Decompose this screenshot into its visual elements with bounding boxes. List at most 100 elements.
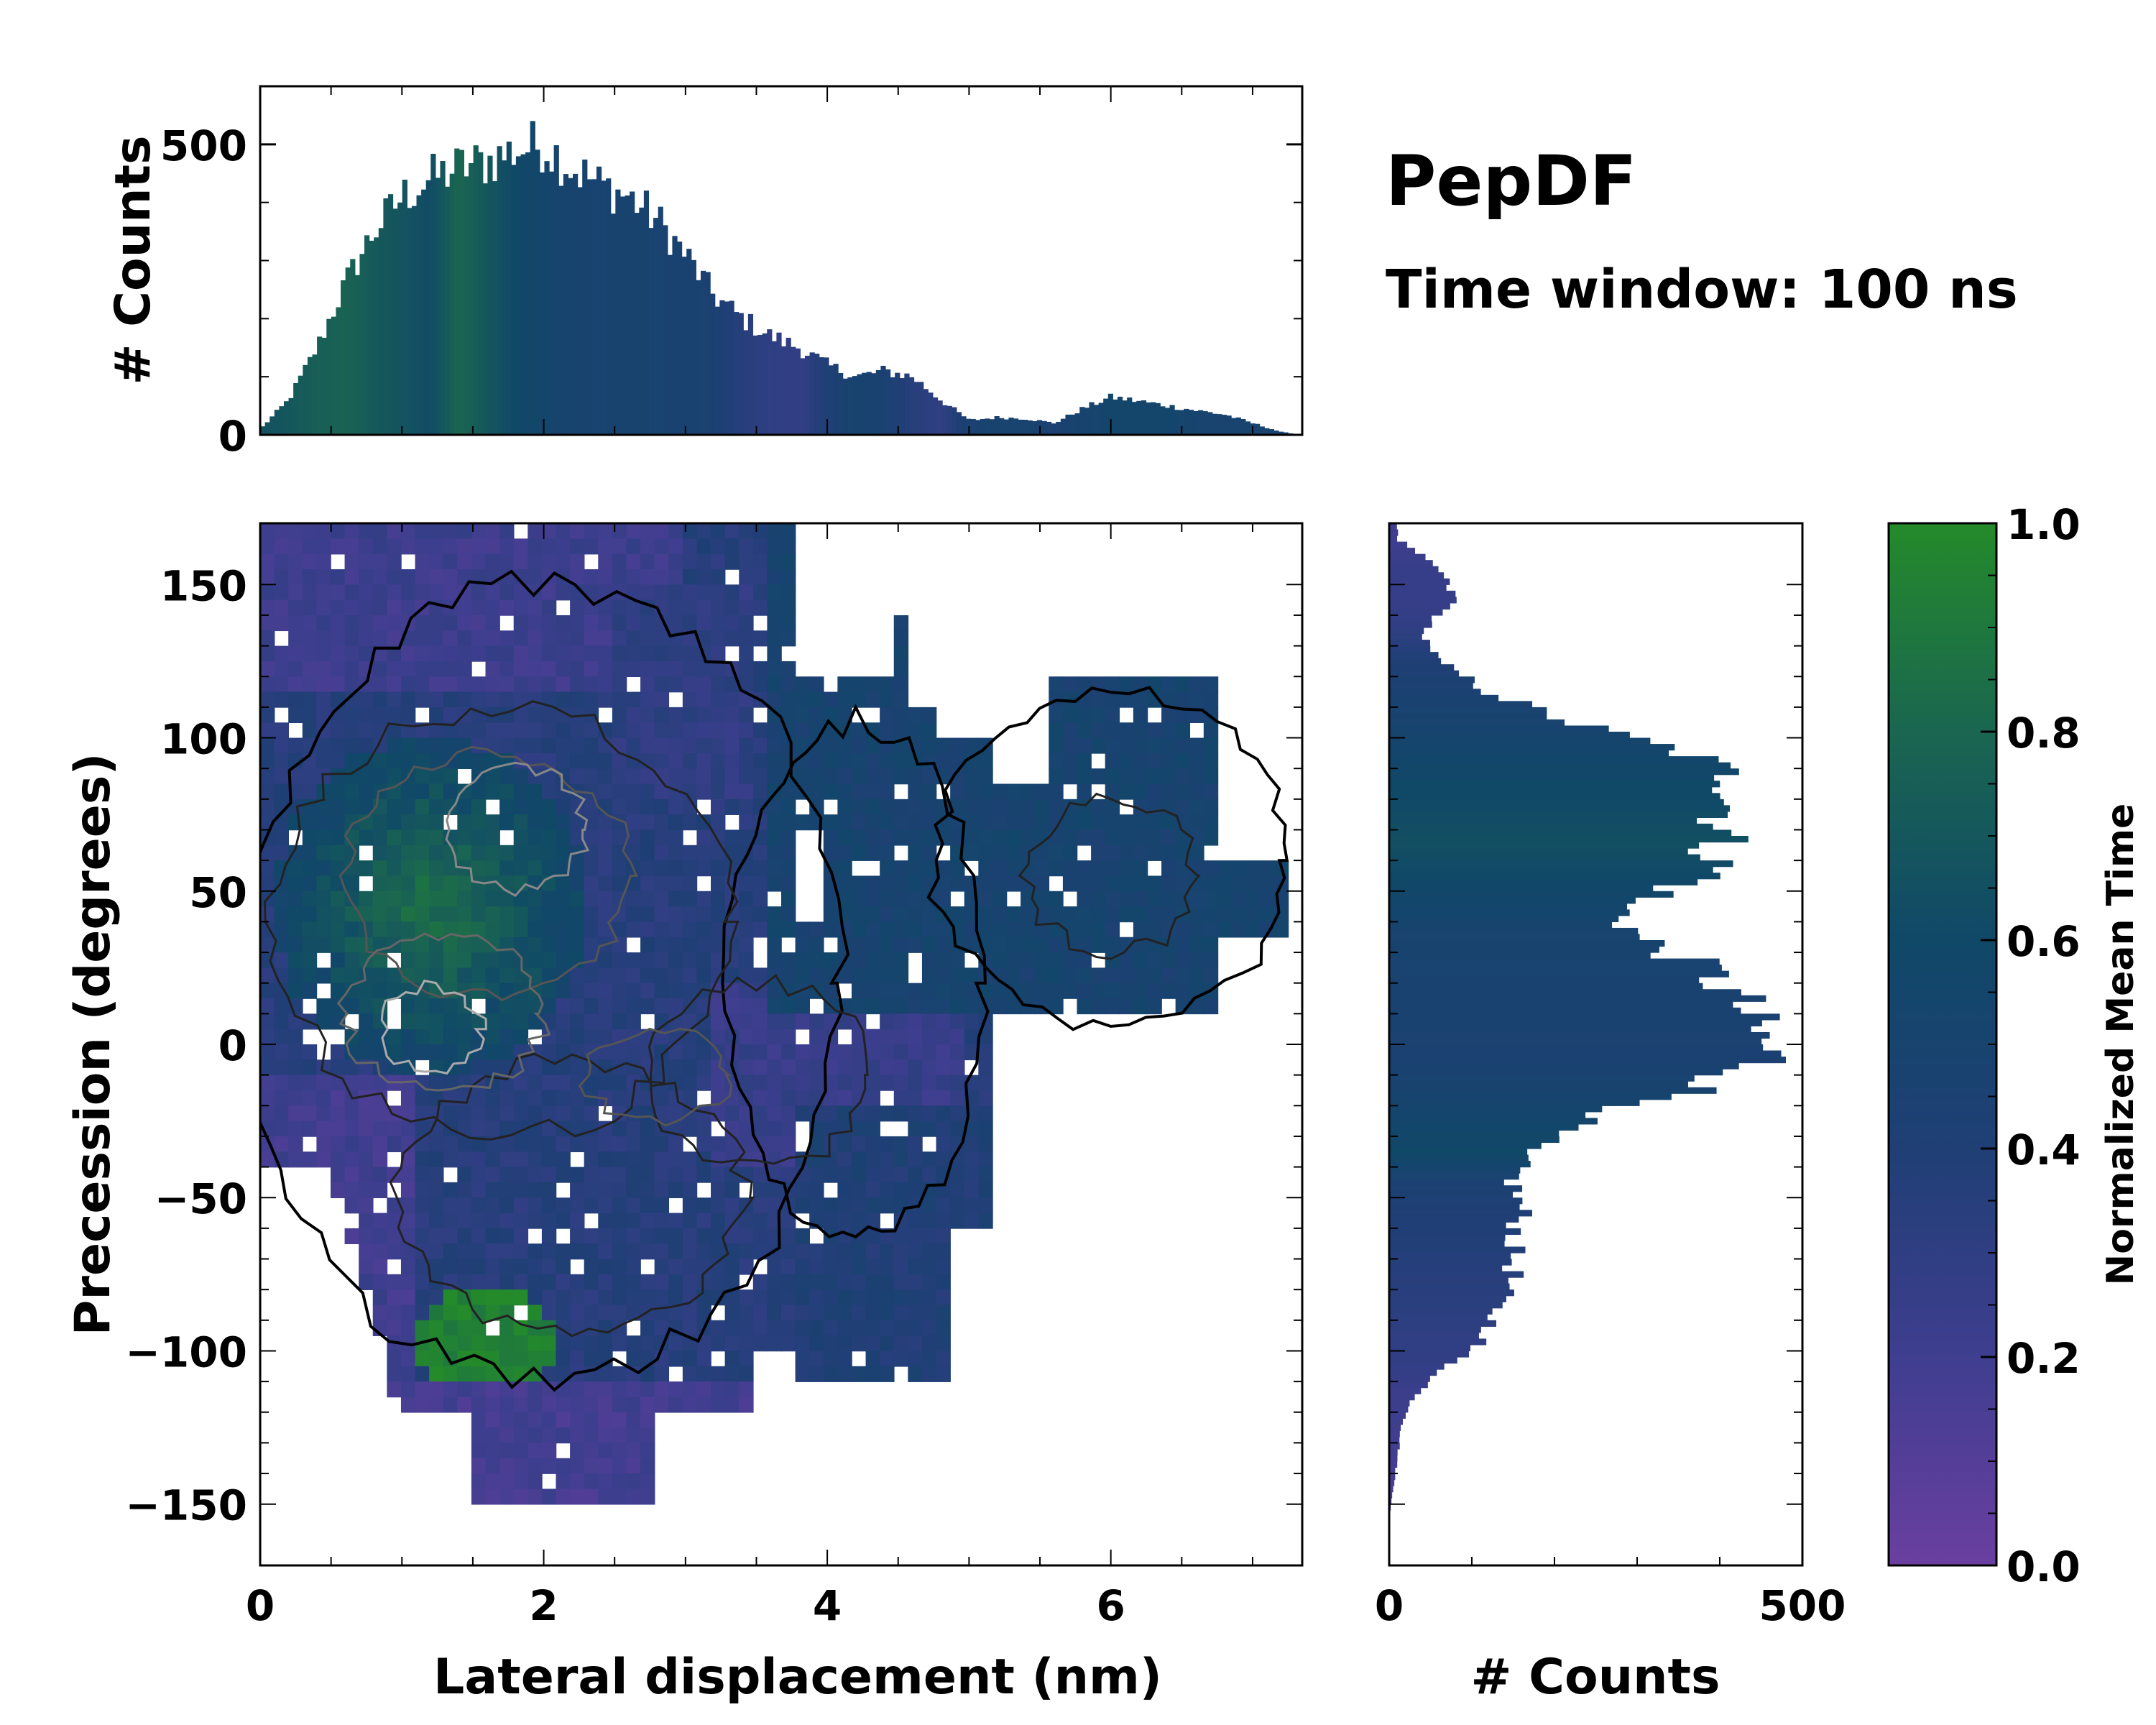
- heatmap-cell: [429, 1136, 444, 1153]
- heatmap-cell: [302, 676, 318, 693]
- heatmap-cell: [893, 1090, 909, 1107]
- heatmap-cell: [823, 1090, 839, 1107]
- heatmap-cell: [415, 1090, 430, 1107]
- heatmap-cell: [880, 906, 895, 923]
- heatmap-cell: [711, 737, 726, 754]
- heatmap-cell: [541, 1259, 557, 1275]
- heatmap-cell: [1077, 737, 1092, 754]
- heatmap-cell: [513, 1381, 529, 1398]
- heatmap-cell: [936, 814, 951, 831]
- heatmap-cell: [654, 1320, 670, 1336]
- heatmap-cell: [359, 860, 374, 877]
- heatmap-cell: [274, 584, 289, 601]
- heatmap-cell: [1091, 829, 1106, 846]
- heatmap-cell: [570, 891, 585, 907]
- top-hist-bar: [994, 415, 1000, 435]
- heatmap-cell: [415, 1397, 430, 1413]
- heatmap-cell: [837, 676, 852, 693]
- heatmap-cell: [541, 983, 557, 999]
- heatmap-cell: [485, 691, 500, 708]
- top-hist-bar: [1169, 405, 1175, 435]
- heatmap-cell: [359, 799, 374, 815]
- heatmap-cell: [781, 1289, 796, 1306]
- heatmap-cell: [528, 1412, 543, 1428]
- heatmap-cell: [513, 676, 529, 693]
- heatmap-cell: [781, 569, 796, 586]
- heatmap-cell: [556, 584, 571, 601]
- heatmap-cell: [1049, 860, 1064, 877]
- heatmap-cell: [485, 906, 500, 923]
- right-hist-bar: [1389, 584, 1447, 592]
- heatmap-cell: [513, 768, 529, 785]
- heatmap-cell: [654, 1213, 670, 1229]
- heatmap-cell: [1119, 814, 1134, 831]
- heatmap-cell: [359, 1029, 374, 1045]
- heatmap-cell: [1062, 952, 1078, 969]
- heatmap-cell: [513, 1182, 529, 1199]
- heatmap-cell: [752, 722, 768, 739]
- heatmap-cell: [640, 998, 655, 1015]
- heatmap-cell: [711, 906, 726, 923]
- heatmap-cell: [415, 952, 430, 969]
- heatmap-cell: [359, 691, 374, 708]
- heatmap-cell: [668, 661, 683, 678]
- top-hist-bar: [752, 335, 758, 435]
- heatmap-cell: [1021, 906, 1036, 923]
- heatmap-cell: [893, 875, 909, 892]
- heatmap-cell: [865, 1274, 880, 1290]
- contour-line: [926, 686, 1289, 1031]
- heatmap-cell: [457, 523, 472, 540]
- heatmap-cell: [598, 1289, 613, 1306]
- heatmap-cell: [471, 1443, 487, 1459]
- heatmap-cell: [598, 1013, 613, 1030]
- heatmap-cell: [992, 799, 1008, 815]
- heatmap-cell: [400, 983, 416, 999]
- heatmap-cell: [893, 1013, 909, 1030]
- heatmap-cell: [443, 1320, 459, 1336]
- heatmap-cell: [429, 1075, 444, 1091]
- top-hist-bar: [1079, 407, 1085, 435]
- heatmap-cell: [387, 1243, 402, 1260]
- colorbar-tick-label: 0.8: [2007, 709, 2081, 758]
- heatmap-cell: [696, 952, 711, 969]
- heatmap-cell: [598, 676, 613, 693]
- heatmap-cell: [626, 1243, 641, 1260]
- heatmap-cell: [682, 1013, 698, 1030]
- heatmap-cell: [809, 1029, 824, 1045]
- heatmap-cell: [696, 829, 711, 846]
- top-hist-bar: [1188, 410, 1194, 435]
- heatmap-cell: [598, 1044, 613, 1061]
- heatmap-cell: [415, 553, 430, 570]
- heatmap-cell: [415, 753, 430, 769]
- top-hist-bar: [1136, 400, 1142, 435]
- heatmap-cell: [837, 737, 852, 754]
- heatmap-cell: [865, 829, 880, 846]
- heatmap-cell: [950, 768, 965, 785]
- heatmap-cell: [781, 783, 796, 800]
- heatmap-cell: [1049, 737, 1064, 754]
- heatmap-cell: [485, 1259, 500, 1275]
- heatmap-cell: [1021, 952, 1036, 969]
- heatmap-cell: [344, 722, 359, 739]
- heatmap-cell: [443, 737, 459, 754]
- heatmap-cell: [260, 1029, 275, 1045]
- heatmap-cell: [471, 921, 487, 938]
- top-hist-bar: [425, 180, 431, 435]
- heatmap-cell: [330, 1167, 346, 1183]
- heatmap-cell: [739, 1167, 754, 1183]
- heatmap-cell: [316, 1151, 331, 1168]
- top-hist-bar: [1074, 413, 1080, 435]
- top-hist-bar: [445, 186, 451, 435]
- heatmap-cell: [316, 538, 331, 555]
- heatmap-cell: [485, 829, 500, 846]
- heatmap-cell: [1217, 875, 1233, 892]
- heatmap-cell: [1217, 921, 1233, 938]
- heatmap-cell: [387, 1351, 402, 1367]
- heatmap-cell: [612, 1075, 627, 1091]
- heatmap-cell: [752, 553, 768, 570]
- heatmap-cell: [330, 615, 346, 632]
- heatmap-cell: [528, 630, 543, 647]
- heatmap-cell: [513, 661, 529, 678]
- heatmap-cell: [612, 1412, 627, 1428]
- heatmap-cell: [359, 1105, 374, 1122]
